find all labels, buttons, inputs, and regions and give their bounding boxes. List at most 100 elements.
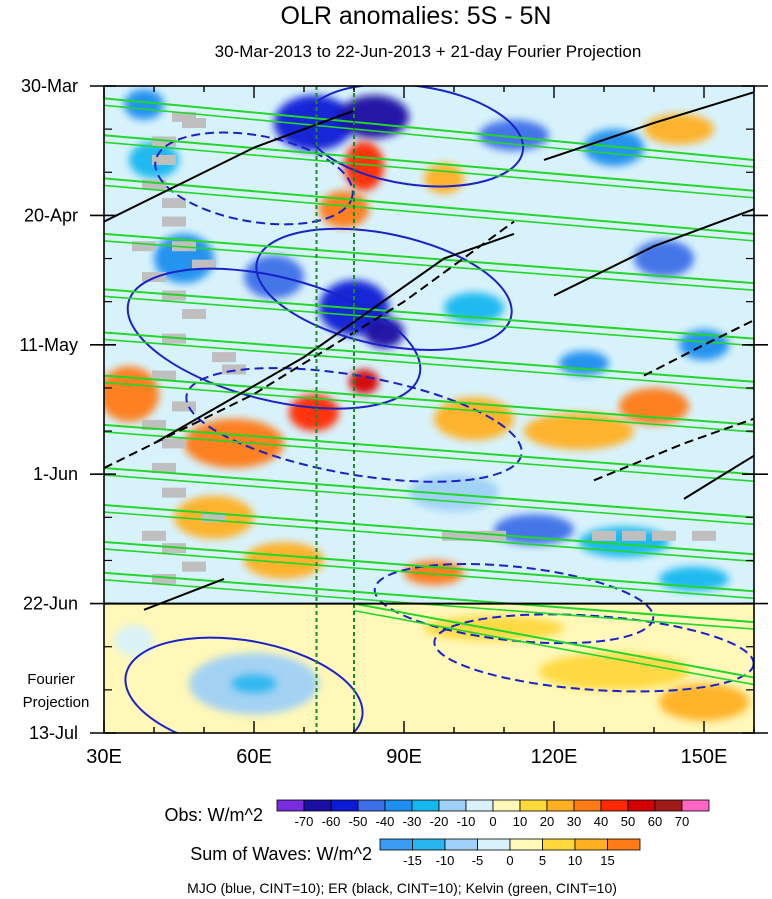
- obs-level-label: 30: [567, 814, 581, 829]
- obs-colorbar-label: Obs: W/m^2: [165, 805, 263, 825]
- kelvin-contour-6: [104, 374, 754, 426]
- missing-cell-28: [462, 530, 486, 541]
- projection-patch-5: [114, 625, 154, 656]
- obs-swatch-1: [303, 799, 332, 812]
- x-tick-label: 150E: [681, 746, 728, 768]
- x-tick-label: 120E: [531, 746, 578, 768]
- missing-cell-25: [182, 561, 206, 572]
- missing-cell-29: [482, 530, 506, 541]
- obs-level-label: -30: [403, 814, 422, 829]
- kelvin-contours: [104, 97, 754, 686]
- obs-swatch-5: [411, 799, 440, 812]
- waves-level-label: 0: [506, 853, 513, 868]
- obs-swatch-0: [276, 799, 305, 812]
- obs-level-label: -60: [322, 814, 341, 829]
- kelvin-contour-1: [104, 134, 754, 192]
- waves-colorbar-label: Sum of Waves: W/m^2: [190, 844, 372, 864]
- missing-cell-7: [132, 241, 156, 252]
- obs-level-label: 50: [621, 814, 635, 829]
- waves-swatch-3: [477, 838, 511, 851]
- obs-level-label: -20: [430, 814, 449, 829]
- kelvin-contour-inner-0: [104, 104, 754, 168]
- missing-cell-18: [142, 419, 166, 430]
- er-contour-7: [683, 454, 754, 500]
- obs-level-label: 60: [648, 814, 662, 829]
- obs-swatch-13: [627, 799, 656, 812]
- missing-cell-32: [652, 530, 676, 541]
- kelvin-contour-4: [104, 288, 754, 340]
- obs-swatch-11: [573, 799, 602, 812]
- obs-swatch-14: [654, 799, 683, 812]
- missing-cell-15: [222, 364, 246, 375]
- obs-swatch-3: [357, 799, 386, 812]
- x-tick-label: 90E: [386, 746, 422, 768]
- missing-cell-0: [172, 111, 196, 122]
- obs-swatch-7: [465, 799, 494, 812]
- waves-colorbar: Sum of Waves: W/m^2 -15 -10 -5 0 5 10 15: [190, 838, 641, 868]
- missing-cell-2: [152, 136, 176, 147]
- kelvin-contour-0: [104, 97, 754, 161]
- er-contour-8: [143, 578, 225, 611]
- waves-level-label: -10: [436, 853, 455, 868]
- projection-patch-4: [659, 683, 749, 721]
- obs-level-label: -70: [295, 814, 314, 829]
- plot-frame: [103, 85, 755, 734]
- obs-level-label: 20: [540, 814, 554, 829]
- anomaly-patch-16: [679, 329, 729, 361]
- projection-label-line2: Projection: [23, 694, 90, 711]
- missing-cell-30: [592, 530, 616, 541]
- x-tick-label: 60E: [236, 746, 272, 768]
- missing-cell-4: [142, 179, 166, 190]
- kelvin-contour-inner-7: [104, 431, 754, 482]
- plot-area: 30E 60E 90E 120E 150E 30-Mar 20-Apr 11-May 1-Ju…: [19, 76, 768, 768]
- kelvin-contour-inner-6: [104, 381, 754, 433]
- anomaly-patch-17: [559, 350, 609, 376]
- anomaly-patch-19: [184, 418, 284, 469]
- obs-swatch-4: [384, 799, 413, 812]
- waves-swatch-4: [509, 838, 543, 851]
- mjo-contour-4: [185, 367, 523, 483]
- anomaly-patch-1: [339, 95, 409, 139]
- missing-cell-17: [172, 401, 196, 412]
- kelvin-contour-2: [104, 177, 754, 235]
- waves-level-label: -15: [403, 853, 422, 868]
- obs-level-label: 0: [489, 814, 496, 829]
- kelvin-contour-inner-9: [104, 511, 754, 563]
- obs-level-label: 10: [513, 814, 527, 829]
- er-contour-2: [153, 232, 515, 445]
- obs-swatch-8: [492, 799, 521, 812]
- er-contour-1: [104, 220, 515, 469]
- anomaly-patch-9: [644, 113, 714, 145]
- missing-cell-26: [152, 573, 176, 584]
- anomaly-patch-8: [424, 163, 464, 194]
- anomaly-patch-29: [244, 541, 324, 579]
- obs-swatch-12: [600, 799, 629, 812]
- anomaly-patch-11: [244, 255, 304, 299]
- kelvin-contour-inner-5: [104, 338, 754, 390]
- y-tick-label: 20-Apr: [24, 205, 78, 225]
- er-contour-3: [543, 91, 754, 161]
- er-contour-0: [104, 109, 355, 223]
- obs-swatch-10: [546, 799, 575, 812]
- x-tick-label: 30E: [86, 746, 122, 768]
- waves-swatch-6: [574, 838, 608, 851]
- missing-cell-12: [182, 308, 206, 319]
- kelvin-contour-inner-10: [104, 548, 754, 600]
- projection-patch-1: [231, 674, 277, 693]
- er-contour-6: [643, 319, 754, 377]
- x-axis-ticks: 30E 60E 90E 120E 150E: [86, 86, 755, 768]
- missing-cell-9: [192, 259, 216, 270]
- er-contours: [104, 91, 754, 611]
- missing-cell-20: [152, 463, 176, 474]
- obs-level-label: -50: [349, 814, 368, 829]
- obs-swatch-15: [681, 799, 710, 812]
- waves-swatch-5: [542, 838, 576, 851]
- kelvin-contour-12: [353, 602, 754, 679]
- mjo-contour-7: [124, 636, 364, 733]
- kelvin-contour-7: [104, 423, 754, 476]
- y-tick-label: 11-May: [19, 335, 78, 355]
- missing-cell-1: [182, 117, 206, 128]
- missing-cell-31: [622, 530, 646, 541]
- waves-swatch-2: [444, 838, 478, 851]
